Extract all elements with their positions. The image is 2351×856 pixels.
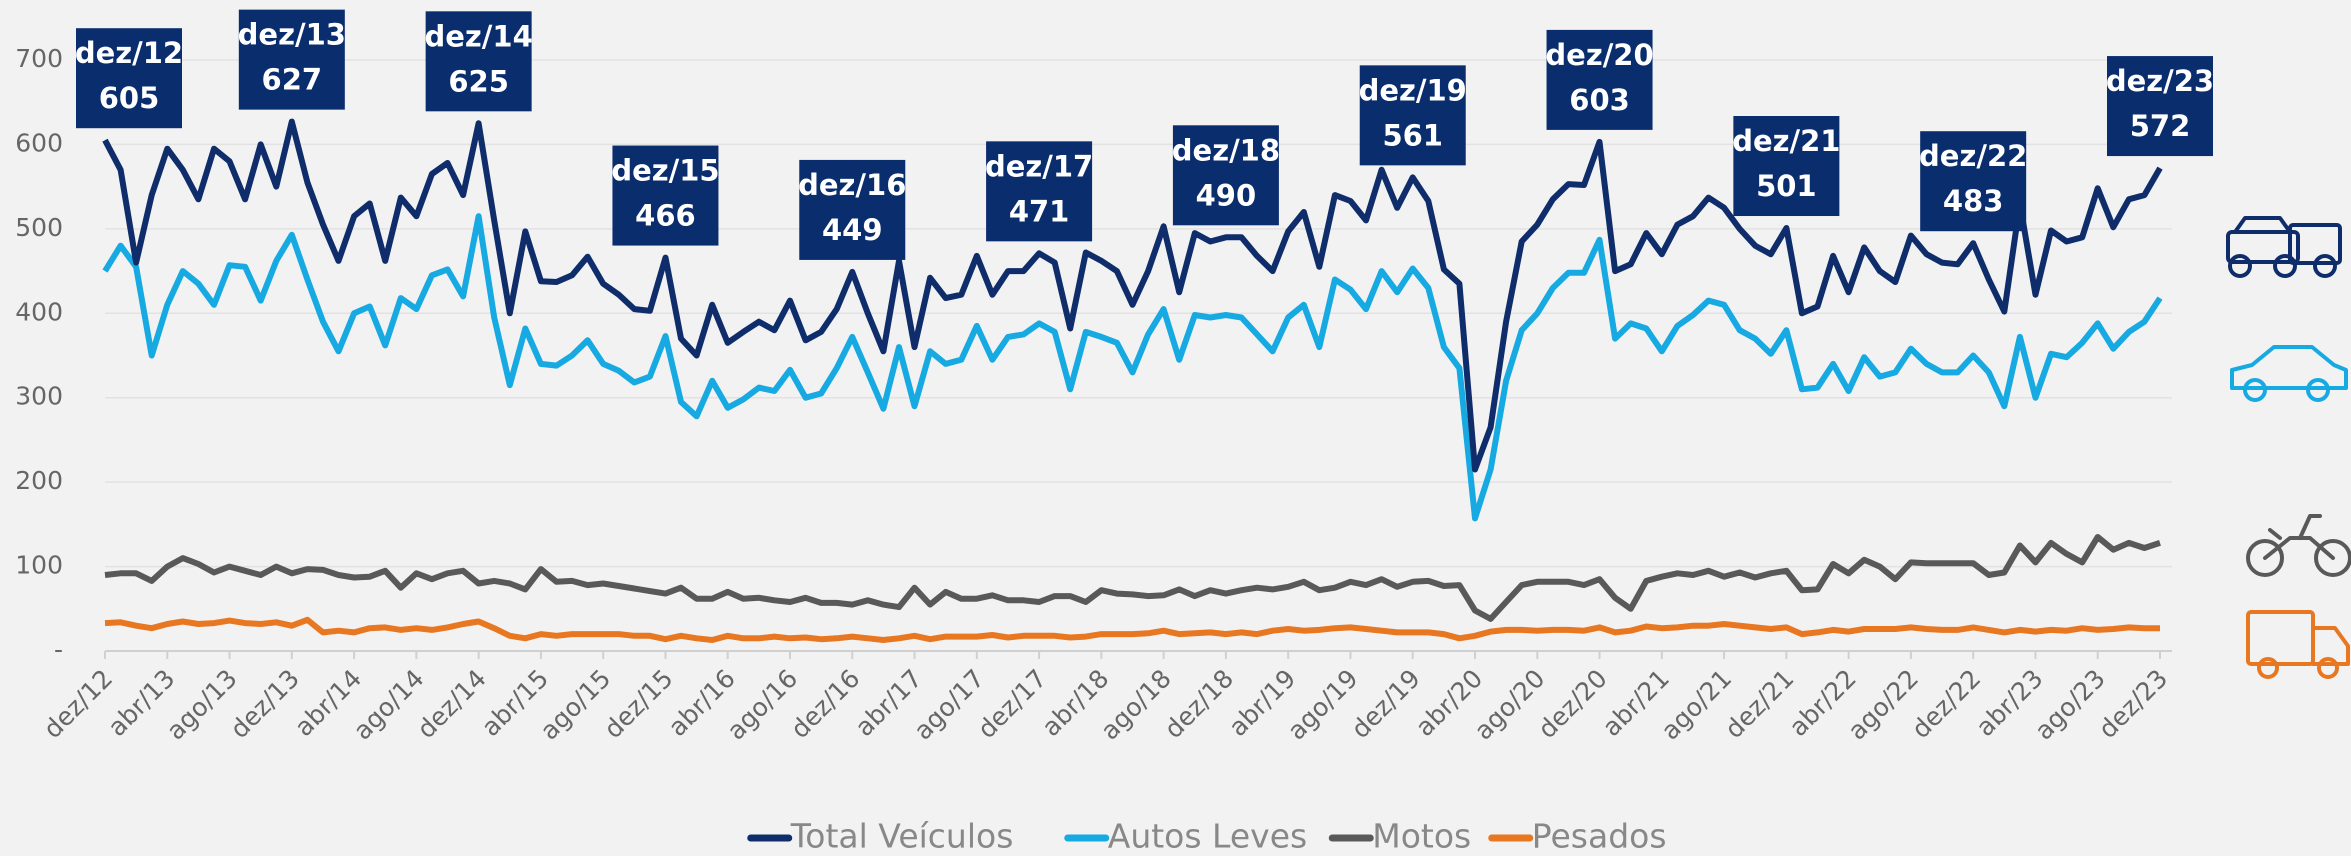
annotation-box (612, 145, 719, 246)
annotation: dez/22 483 (1919, 131, 2027, 232)
legend-label: Motos (1372, 817, 1471, 856)
x-tick-label: dez/13 (225, 664, 305, 744)
x-tick-label: dez/17 (972, 664, 1052, 744)
y-tick-label: 600 (15, 128, 63, 157)
x-tick-label: ago/16 (721, 664, 803, 746)
annotation-label: dez/12 (75, 36, 183, 70)
x-tick-label: dez/15 (598, 664, 678, 744)
annotation-value: 603 (1569, 83, 1630, 117)
annotation-box (238, 9, 345, 110)
annotation-value: 501 (1756, 169, 1817, 203)
y-tick-label: 500 (15, 213, 63, 242)
annotation-value: 466 (635, 199, 696, 233)
x-tick-label: ago/19 (1282, 664, 1364, 746)
x-tick-label: dez/19 (1346, 664, 1426, 744)
annotation-value: 572 (2130, 109, 2191, 143)
x-tick-label: ago/18 (1095, 664, 1177, 746)
y-tick-label: 400 (15, 297, 63, 326)
x-tick-label: dez/14 (411, 664, 491, 744)
y-tick-label: 200 (15, 466, 63, 495)
x-tick-label: ago/17 (908, 664, 990, 746)
annotation: dez/18 490 (1172, 125, 1280, 226)
annotation: dez/23 572 (2106, 56, 2214, 157)
annotation-value: 490 (1196, 178, 1257, 212)
annotation-label: dez/20 (1545, 38, 1653, 72)
series-line (102, 213, 2163, 522)
annotation-box (425, 11, 532, 112)
y-tick-label: 300 (15, 382, 63, 411)
x-tick-label: ago/13 (161, 664, 243, 746)
icon-mixed-vehicles (2226, 216, 2342, 278)
annotation-box (986, 141, 1093, 242)
annotation: dez/20 603 (1545, 29, 1654, 130)
icon-truck (2246, 610, 2350, 679)
annotation-label: dez/13 (238, 18, 346, 52)
annotation: dez/17 471 (985, 141, 1093, 242)
annotation-value: 449 (822, 213, 883, 247)
y-tick-label: - (54, 635, 63, 664)
annotation-label: dez/23 (2106, 64, 2214, 98)
x-tick-label: dez/21 (1719, 664, 1799, 744)
annotation-value: 471 (1009, 194, 1070, 228)
annotation-box (1546, 29, 1653, 130)
x-tick-label: dez/16 (785, 664, 865, 744)
icon-motorcycle (2246, 514, 2351, 577)
annotation-box (76, 28, 182, 129)
annotation: dez/12 605 (75, 28, 183, 129)
annotation-label: dez/14 (425, 19, 533, 53)
legend-label: Pesados (1532, 817, 1667, 856)
annotation-label: dez/15 (611, 154, 719, 188)
annotation-label: dez/17 (985, 149, 1093, 183)
x-tick-label: dez/12 (38, 664, 118, 744)
annotation: dez/13 627 (238, 9, 346, 110)
x-tick-label: ago/20 (1469, 664, 1551, 746)
x-tick-label: ago/15 (535, 664, 617, 746)
annotation-value: 605 (99, 81, 160, 115)
x-tick-label: dez/20 (1532, 664, 1612, 744)
legend-label: Total Veículos (790, 817, 1014, 856)
annotation-box (1359, 65, 1466, 166)
icon-car (2230, 345, 2348, 402)
annotation-value: 627 (262, 63, 323, 97)
x-tick-label: ago/14 (348, 664, 430, 746)
annotation-label: dez/21 (1732, 124, 1840, 158)
x-tick-label: dez/18 (1159, 664, 1239, 744)
x-tick-label: dez/22 (1906, 664, 1986, 744)
x-tick-label: ago/21 (1655, 664, 1737, 746)
series-line (102, 118, 2163, 473)
legend-label: Autos Leves (1108, 817, 1307, 856)
annotation-box (1920, 131, 2027, 232)
x-tick-label: dez/23 (2093, 664, 2173, 744)
annotation-box (1172, 125, 1279, 226)
annotation-value: 625 (448, 64, 509, 98)
y-tick-label: 100 (15, 551, 63, 580)
annotation-label: dez/22 (1919, 139, 2027, 173)
annotation: dez/16 449 (798, 159, 906, 260)
series-line (104, 534, 2161, 622)
annotation-value: 561 (1382, 118, 1443, 152)
annotation-box (2107, 56, 2213, 157)
annotation-box (799, 159, 906, 260)
y-tick-label: 700 (15, 44, 63, 73)
annotation: dez/14 625 (425, 11, 533, 112)
annotation: dez/15 466 (611, 145, 720, 246)
series-line (104, 616, 2160, 643)
x-tick-label: ago/23 (2029, 664, 2111, 746)
annotation-label: dez/16 (798, 168, 906, 202)
annotation-box (1733, 116, 1840, 217)
annotation-value: 483 (1943, 184, 2004, 218)
x-tick-label: ago/22 (1842, 664, 1924, 746)
annotation: dez/21 501 (1732, 116, 1840, 217)
annotation-label: dez/18 (1172, 133, 1280, 167)
annotation-label: dez/19 (1359, 73, 1467, 107)
annotation: dez/19 561 (1359, 65, 1467, 166)
